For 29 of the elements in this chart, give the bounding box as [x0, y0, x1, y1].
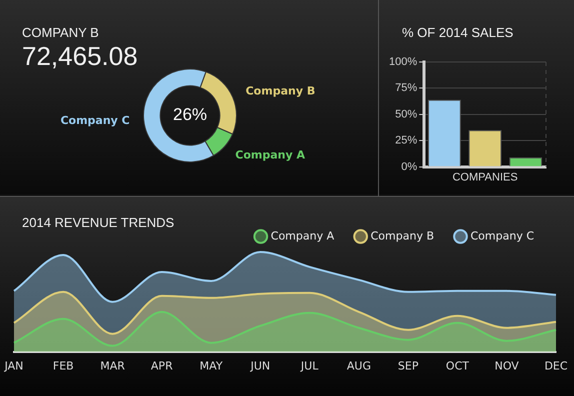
legend-label: Company C	[470, 229, 534, 242]
x-tick-label: JUL	[300, 359, 320, 372]
x-tick-label: FEB	[52, 359, 74, 372]
y-tick-label: 50%	[395, 108, 418, 120]
x-tick-label: NOV	[494, 359, 520, 372]
x-tick-label: AUG	[346, 359, 371, 372]
text: 26%	[172, 105, 208, 124]
chart-title: 2014 REVENUE TRENDS	[22, 215, 174, 230]
slice-label: Company B	[246, 84, 316, 98]
slice-label: Company A	[235, 148, 306, 162]
y-tick-label: 25%	[395, 134, 418, 147]
x-tick-label: DEC	[544, 359, 568, 372]
x-tick-label: OCT	[446, 359, 470, 372]
slice-label: Company C	[60, 114, 130, 127]
x-tick-label: MAY	[200, 359, 223, 372]
legend-label: Company B	[370, 229, 434, 242]
chart-title: % OF 2014 SALES	[402, 25, 514, 40]
chart-title: COMPANY B	[22, 25, 99, 40]
x-tick-label: SEP	[398, 359, 419, 372]
y-tick-label: 75%	[395, 82, 418, 94]
legend-label: Company A	[270, 229, 335, 242]
y-tick-label: 100%	[388, 56, 418, 68]
x-tick-label: JAN	[4, 359, 24, 372]
x-tick-label: MAR	[100, 359, 126, 372]
x-tick-label: APR	[150, 359, 174, 372]
x-tick-label: JUN	[250, 359, 270, 372]
chart-subtitle: 72,465.08	[22, 41, 138, 72]
x-axis-title: COMPANIES	[452, 171, 518, 184]
y-tick-label: 0%	[401, 160, 418, 173]
